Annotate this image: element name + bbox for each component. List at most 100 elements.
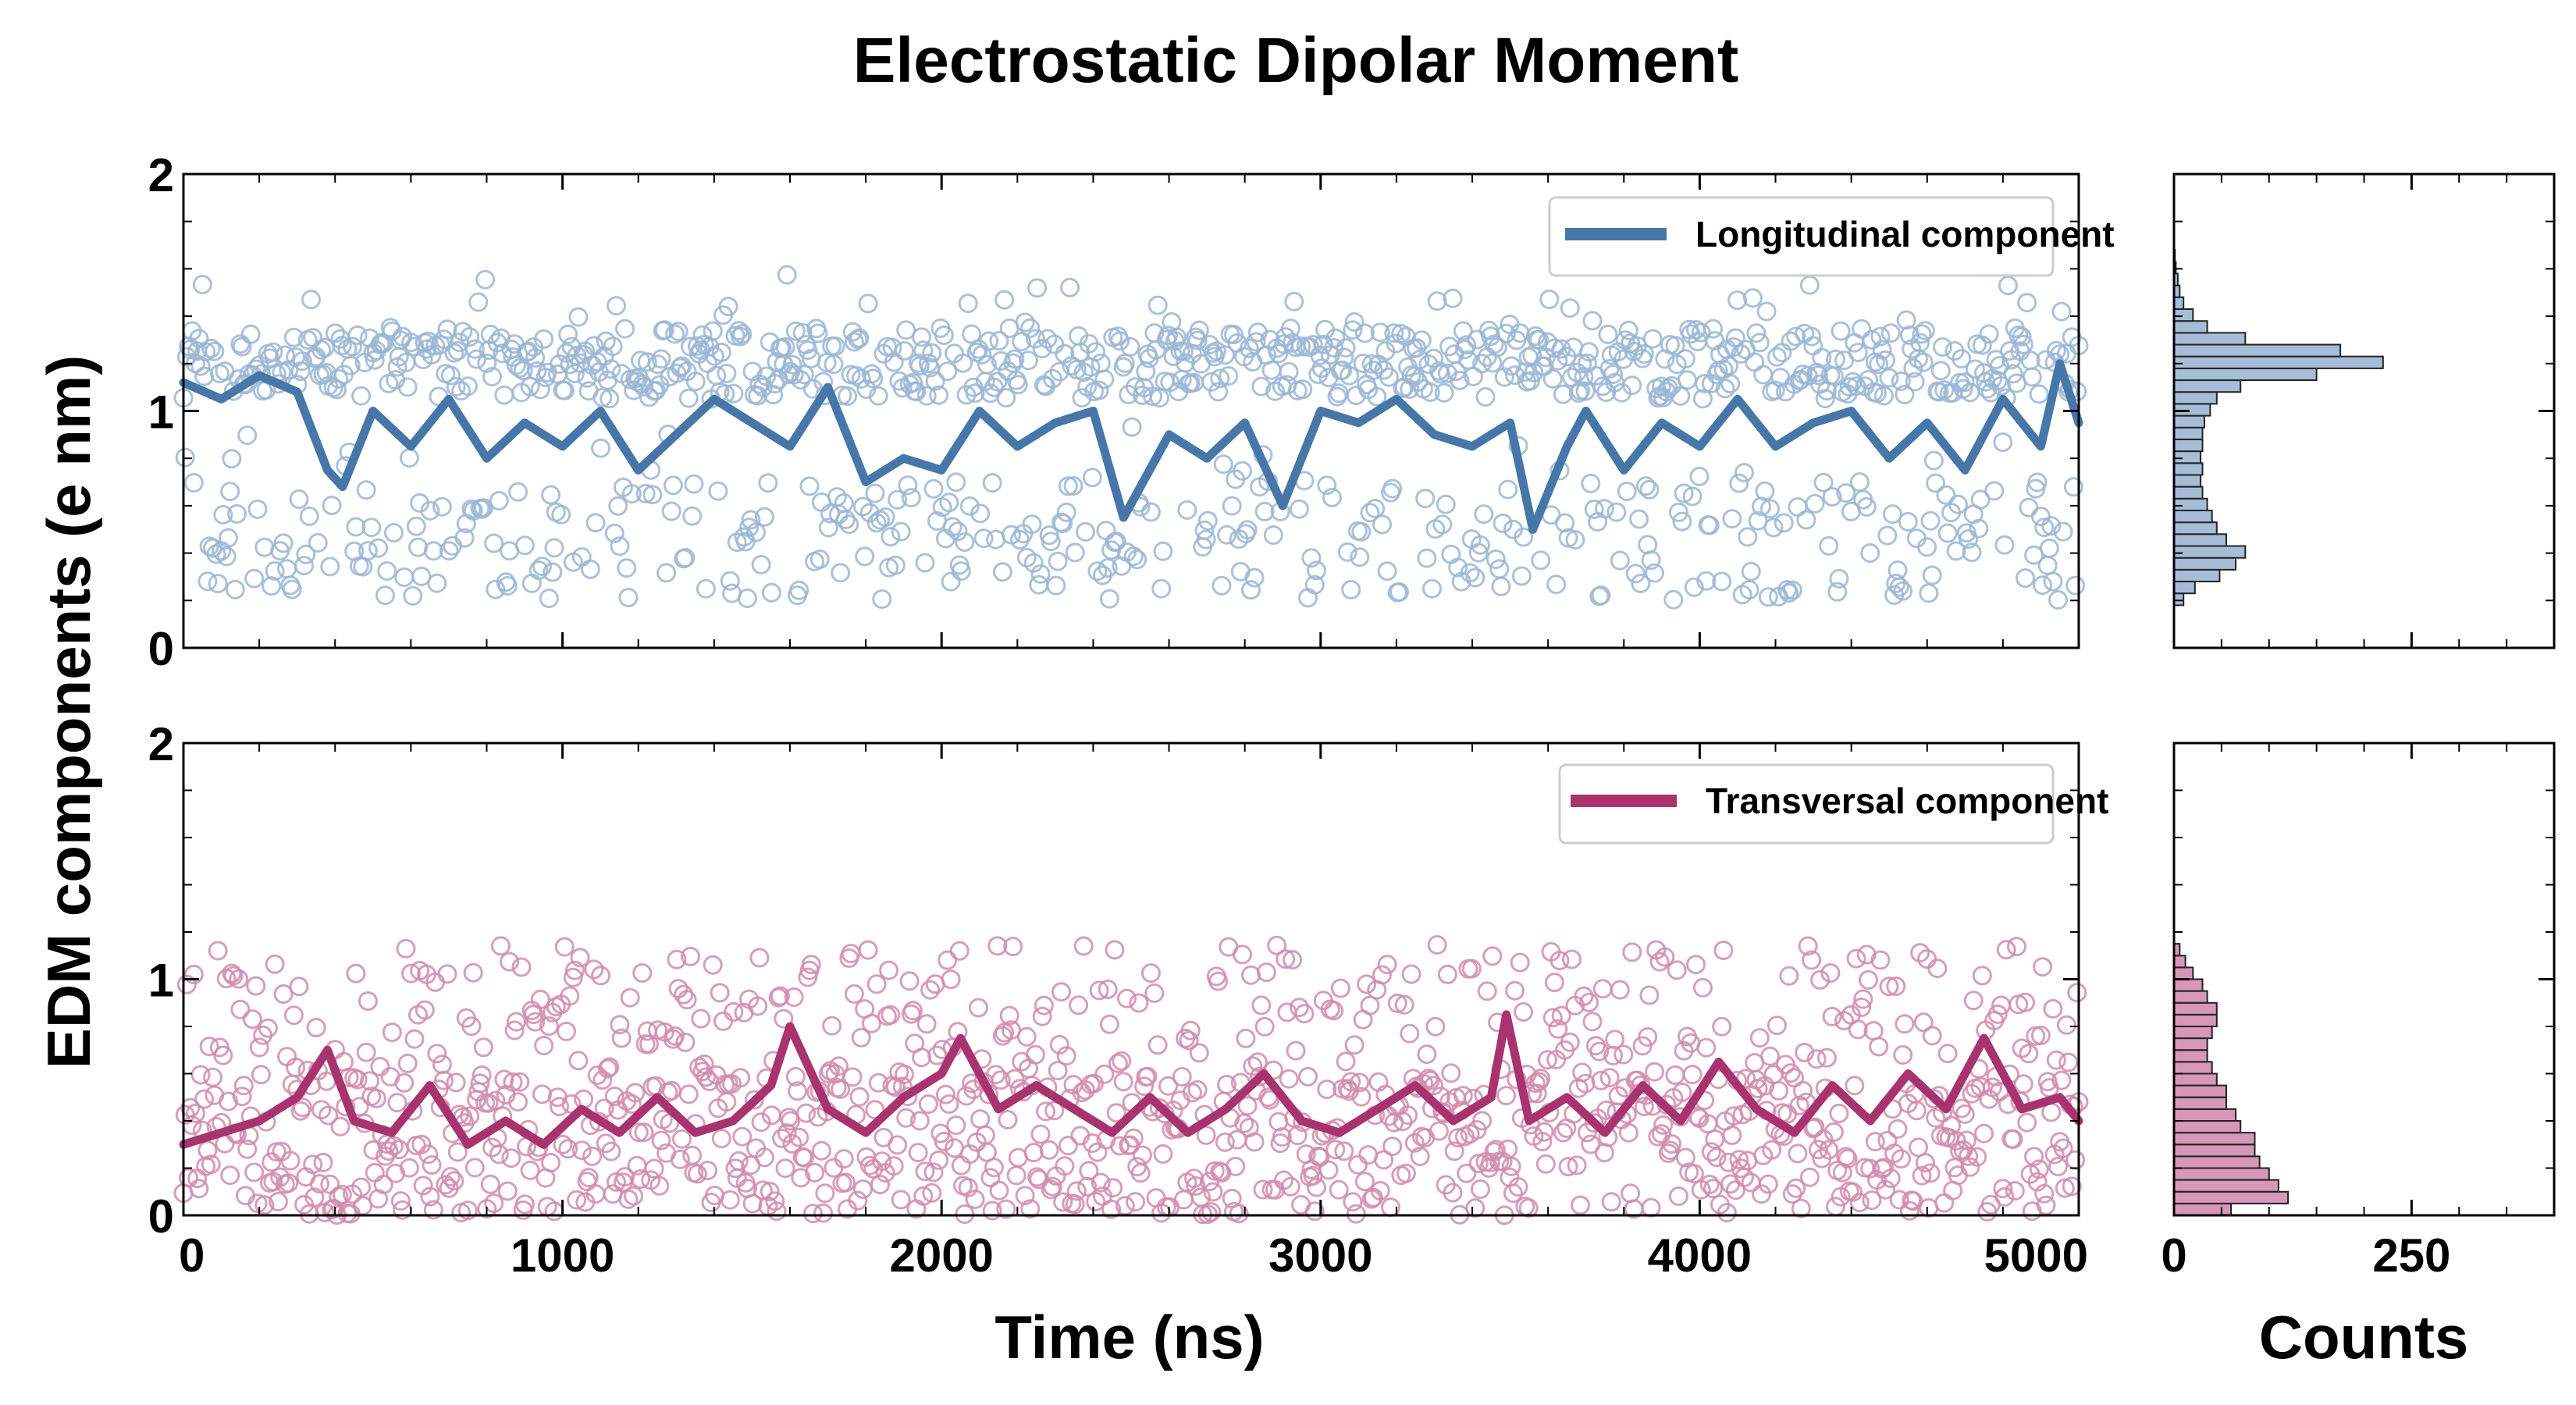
- scatter-point: [1425, 1016, 1446, 1037]
- scatter-point: [1675, 1147, 1695, 1168]
- scatter-point: [834, 1149, 854, 1169]
- scatter-point: [1072, 388, 1092, 408]
- scatter-point: [1501, 1156, 1521, 1176]
- scatter-point: [1581, 473, 1601, 493]
- scatter-point: [1382, 478, 1403, 499]
- scatter-point: [2048, 590, 2068, 610]
- chart-title: Electrostatic Dipolar Moment: [853, 25, 1739, 96]
- scatter-point: [1955, 1104, 1975, 1124]
- scatter-point: [1099, 589, 1119, 609]
- scatter-point: [2053, 1138, 2073, 1158]
- scatter-point: [1341, 579, 1361, 599]
- scatter-point: [464, 1158, 485, 1178]
- scatter-point: [1852, 998, 1872, 1017]
- scatter-point: [394, 567, 415, 587]
- scatter-point: [1888, 560, 1908, 580]
- scatter-point: [1457, 335, 1477, 355]
- scatter-point: [749, 948, 770, 968]
- scatter-point: [1675, 349, 1695, 369]
- scatter-point: [197, 1140, 218, 1161]
- scatter-point: [577, 368, 597, 388]
- scatter-point: [1446, 361, 1466, 382]
- scatter-point: [1903, 358, 1923, 379]
- scatter-point: [534, 1036, 554, 1055]
- legend-box: [1548, 196, 2055, 277]
- scatter-point: [532, 557, 552, 577]
- scatter-point: [1062, 356, 1082, 376]
- scatter-point: [998, 1110, 1018, 1129]
- scatter-point: [913, 340, 934, 361]
- scatter-point: [784, 987, 804, 1007]
- scatter-point: [1217, 1075, 1237, 1094]
- scatter-point: [1692, 977, 1713, 998]
- scatter-point: [1173, 341, 1194, 361]
- scatter-point: [1219, 366, 1239, 386]
- scatter-point: [813, 1203, 834, 1223]
- scatter-point: [1922, 1026, 1942, 1046]
- scatter-point: [1920, 510, 1941, 531]
- scatter-point: [1599, 1068, 1620, 1088]
- scatter-point: [458, 1200, 478, 1221]
- scatter-point: [1946, 541, 1966, 561]
- scatter-point: [1806, 1049, 1827, 1069]
- scatter-point: [758, 473, 778, 493]
- scatter-point: [703, 321, 723, 341]
- scatter-point: [1663, 589, 1684, 610]
- scatter-point: [1346, 386, 1366, 406]
- histogram-bars-longitudinal: [2173, 249, 2384, 606]
- scatter-point: [1665, 336, 1685, 356]
- scatter-point: [361, 518, 382, 538]
- scatter-point: [1303, 335, 1323, 355]
- scatter-point: [1153, 1144, 1173, 1164]
- scatter-point: [744, 1090, 764, 1110]
- scatter-point: [220, 1165, 240, 1186]
- scatter-point: [767, 1201, 787, 1222]
- scatter-point: [896, 320, 916, 340]
- scatter-point: [755, 507, 774, 527]
- histogram-bar: [2173, 592, 2185, 606]
- scatter-point: [1729, 1150, 1749, 1170]
- scatter-point: [1400, 1023, 1420, 1044]
- scatter-point: [1491, 576, 1511, 596]
- scatter-point: [2048, 1157, 2068, 1176]
- scatter-point: [1279, 361, 1299, 382]
- scatter-point: [835, 1172, 856, 1193]
- histogram-bar: [2173, 1108, 2237, 1122]
- scatter-point: [384, 523, 404, 542]
- scatter-point: [1920, 1163, 1941, 1183]
- scatter-point: [379, 1141, 399, 1161]
- scatter-point: [1696, 1037, 1717, 1058]
- scatter-point: [1859, 370, 1878, 389]
- scatter-point: [277, 559, 297, 579]
- scatter-point: [1760, 499, 1780, 519]
- scatter-point: [610, 536, 630, 557]
- scatter-point: [296, 544, 316, 564]
- scatter-point: [1041, 532, 1061, 552]
- scatter-point: [525, 348, 546, 368]
- scatter-point: [1237, 520, 1258, 540]
- scatter-point: [1734, 463, 1754, 483]
- scatter-point: [213, 505, 233, 525]
- scatter-point: [732, 1126, 753, 1147]
- scatter-point: [1432, 1102, 1453, 1122]
- scatter-point: [672, 1129, 692, 1149]
- scatter-point: [1317, 475, 1337, 496]
- scatter-point: [1603, 365, 1623, 384]
- histogram-bar: [2173, 581, 2196, 595]
- scatter-point: [775, 337, 795, 357]
- scatter-point: [794, 1147, 814, 1168]
- scatter-point: [1370, 1181, 1390, 1200]
- scatter-point: [1272, 1127, 1292, 1147]
- scatter-point: [2005, 1181, 2025, 1201]
- scatter-point: [1542, 1008, 1563, 1028]
- scatter-point: [665, 324, 685, 344]
- scatter-point: [1836, 483, 1856, 503]
- scatter-point: [468, 292, 489, 312]
- scatter-point: [437, 964, 457, 984]
- scatter-point: [432, 1055, 452, 1075]
- scatter-point: [251, 1065, 271, 1085]
- scatter-point: [254, 537, 275, 557]
- scatter-point: [982, 473, 1002, 493]
- scatter-point: [1952, 349, 1972, 369]
- scatter-point: [855, 546, 875, 567]
